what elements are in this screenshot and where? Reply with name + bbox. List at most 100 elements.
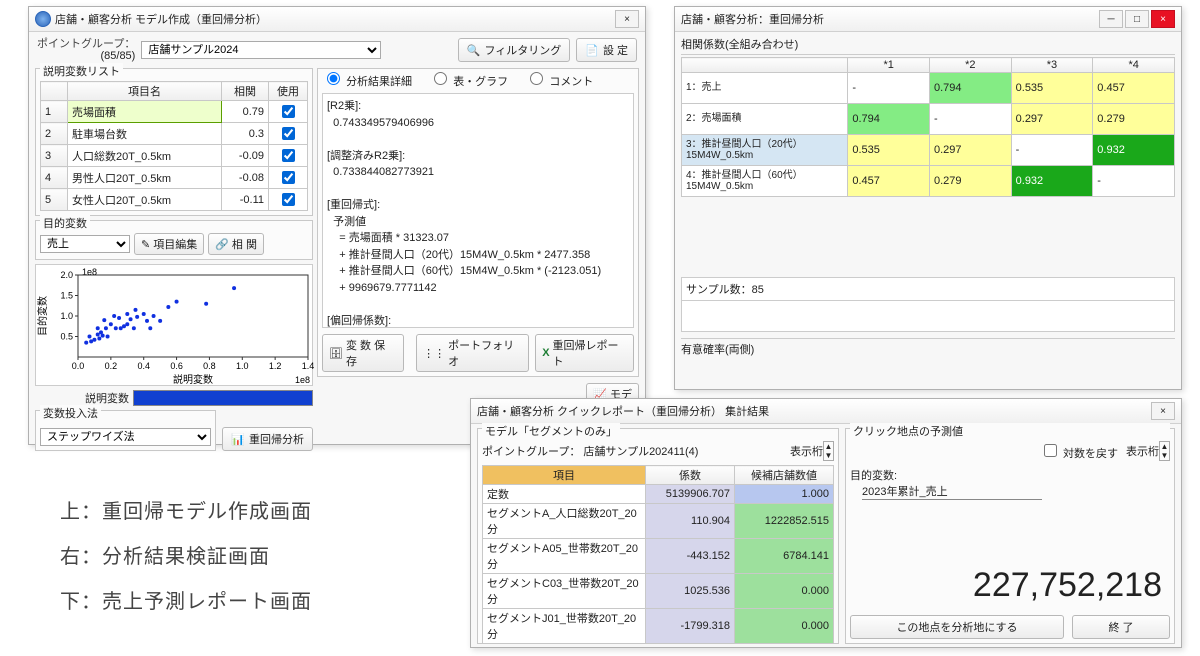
caption-top: 上：重回帰モデル作成画面 <box>60 495 312 524</box>
window-title: 店舗・顧客分析 モデル作成（重回帰分析） <box>55 11 267 27</box>
svg-text:2.0: 2.0 <box>60 270 73 280</box>
table-row[interactable]: 4：推計昼間人口（60代）15M4W_0.5km0.4570.2790.932- <box>682 166 1175 197</box>
objvar-select[interactable]: 売上 <box>40 235 130 253</box>
svg-text:0.5: 0.5 <box>60 332 73 342</box>
disp-digits-label: 表示桁 <box>1126 443 1159 459</box>
col-head[interactable]: *2 <box>929 58 1011 73</box>
close-button[interactable]: 終 了 <box>1072 615 1170 639</box>
model-group: モデル「セグメントのみ」 ポイントグループ： 店舗サンプル202411(4) 表… <box>477 428 839 644</box>
close-icon[interactable]: × <box>1151 10 1175 28</box>
objvar-value: 2023年累計_売上 <box>862 483 1042 500</box>
digits-stepper[interactable]: ▲▼ <box>823 441 834 461</box>
svg-text:0.8: 0.8 <box>203 361 216 371</box>
col-cand[interactable]: 候補店舗数値 <box>735 466 834 485</box>
log-checkbox[interactable]: 対数を戻す <box>1040 441 1118 461</box>
excel-icon: X <box>542 347 549 359</box>
sig-label: 有意確率(両側) <box>681 338 1175 357</box>
use-checkbox[interactable] <box>282 193 295 206</box>
radio-comment[interactable]: コメント <box>525 76 593 88</box>
table-row[interactable]: 1売場面積0.79 <box>41 101 308 123</box>
result-view-radios: 分析結果詳細 表・グラフ コメント <box>322 69 634 89</box>
radio-detail[interactable]: 分析結果詳細 <box>322 76 412 88</box>
overlap-icon: 🔗 <box>215 238 229 251</box>
filter-button[interactable]: 🔍 フィルタリング <box>458 38 570 62</box>
use-checkbox[interactable] <box>282 105 295 118</box>
titlebar: 店舗・顧客分析：重回帰分析 ─ □ × <box>675 7 1181 32</box>
set-analysis-point-button[interactable]: この地点を分析地にする <box>850 615 1064 639</box>
explanatory-variables-group: 説明変数リスト 項目名 相関 使用 1売場面積0.792駐車場台数0.33人口総… <box>35 68 313 216</box>
svg-text:説明変数: 説明変数 <box>173 373 213 385</box>
svg-text:0.2: 0.2 <box>105 361 118 371</box>
prediction-group: クリック地点の予測値 対数を戻す 表示桁 ▲▼ 目的変数: 2023年累計_売上… <box>845 428 1175 644</box>
use-checkbox[interactable] <box>282 149 295 162</box>
explvar-table: 項目名 相関 使用 1売場面積0.792駐車場台数0.33人口総数20T_0.5… <box>40 81 308 211</box>
method-select[interactable]: ステップワイズ法 <box>40 428 211 446</box>
use-checkbox[interactable] <box>282 127 295 140</box>
col-item[interactable]: 項目 <box>483 466 646 485</box>
svg-text:0.0: 0.0 <box>72 361 85 371</box>
svg-text:1e8: 1e8 <box>295 375 310 385</box>
table-row[interactable]: 2：売場面積0.794-0.2970.279 <box>682 104 1175 135</box>
col-name[interactable]: 項目名 <box>68 82 222 101</box>
table-row[interactable]: 2駐車場台数0.3 <box>41 123 308 145</box>
analysis-result-window: 店舗・顧客分析：重回帰分析 ─ □ × 相関係数(全組み合わせ) *1*2*3*… <box>674 6 1182 390</box>
pointgroup-count: (85/85) <box>100 50 135 62</box>
svg-text:1.4: 1.4 <box>302 361 314 371</box>
col-head[interactable]: *4 <box>1093 58 1175 73</box>
titlebar: 店舗・顧客分析 モデル作成（重回帰分析） × <box>29 7 645 32</box>
minimize-icon[interactable]: ─ <box>1099 10 1123 28</box>
col-head[interactable]: *3 <box>1011 58 1093 73</box>
caption-right: 右：分析結果検証画面 <box>60 540 270 569</box>
disp-digits-label: 表示桁 <box>790 443 823 459</box>
svg-text:1.0: 1.0 <box>60 311 73 321</box>
col-head[interactable]: *1 <box>848 58 930 73</box>
close-icon[interactable]: × <box>615 10 639 28</box>
report-button[interactable]: X重回帰レポート <box>535 334 634 372</box>
explvar-title: 説明変数リスト <box>40 63 123 79</box>
settings-button[interactable]: 📄 設 定 <box>576 38 637 62</box>
model-creation-window: 店舗・顧客分析 モデル作成（重回帰分析） × ポイントグループ： (85/85)… <box>28 6 646 445</box>
save-var-button[interactable]: 🗄変 数 保 存 <box>322 334 404 372</box>
svg-text:0.6: 0.6 <box>170 361 183 371</box>
table-row[interactable]: 5女性人口20T_0.5km-0.11 <box>41 189 308 211</box>
objective-variable-group: 目的変数 売上 ✎項目編集 🔗相 関 <box>35 220 313 260</box>
predicted-value: 227,752,218 <box>850 562 1170 609</box>
correlation-button[interactable]: 🔗相 関 <box>208 233 264 255</box>
portfolio-button[interactable]: ⋮⋮ポートフォリオ <box>416 334 529 372</box>
edit-items-button[interactable]: ✎項目編集 <box>134 233 204 255</box>
col-corr[interactable]: 相関 <box>222 82 269 101</box>
table-row[interactable]: セグメントJ01_世帯数20T_20分-1799.3180.000 <box>483 609 834 644</box>
close-icon[interactable]: × <box>1151 402 1175 420</box>
caption-bottom: 下：売上予測レポート画面 <box>60 585 312 614</box>
pencil-icon: ✎ <box>141 238 150 251</box>
model-title: モデル「セグメントのみ」 <box>482 423 620 439</box>
table-row[interactable]: 定数5139906.7071.000 <box>483 485 834 504</box>
radio-table[interactable]: 表・グラフ <box>429 76 508 88</box>
report-table: 項目 係数 候補店舗数値 定数5139906.7071.000セグメントA_人口… <box>482 465 834 644</box>
method-title: 変数投入法 <box>40 405 101 421</box>
gear-icon: 📄 <box>585 44 599 57</box>
result-text: [R2乗]: 0.743349579406996 [調整済みR2乗]: 0.73… <box>322 93 634 328</box>
table-row[interactable]: 3人口総数20T_0.5km-0.09 <box>41 145 308 167</box>
explvar-slider[interactable] <box>133 390 313 406</box>
col-use[interactable]: 使用 <box>269 82 308 101</box>
table-row[interactable]: セグメントC03_世帯数20T_20分1025.5360.000 <box>483 574 834 609</box>
table-row[interactable]: セグメントA_人口総数20T_20分110.9041222852.515 <box>483 504 834 539</box>
method-group: 変数投入法 ステップワイズ法 <box>35 410 216 451</box>
objvar-title: 目的変数 <box>40 215 90 231</box>
use-checkbox[interactable] <box>282 171 295 184</box>
table-row[interactable]: 1：売上-0.7940.5350.457 <box>682 73 1175 104</box>
titlebar: 店舗・顧客分析 クイックレポート（重回帰分析） 集計結果 × <box>471 399 1181 424</box>
pointgroup-select[interactable]: 店舗サンプル2024 <box>141 41 381 59</box>
corr-title: 相関係数(全組み合わせ) <box>681 36 1175 55</box>
maximize-icon[interactable]: □ <box>1125 10 1149 28</box>
objvar-label: 目的変数: <box>850 470 897 482</box>
table-row[interactable]: セグメントA05_世帯数20T_20分-443.1526784.141 <box>483 539 834 574</box>
col-coef[interactable]: 係数 <box>646 466 735 485</box>
sheet-icon: 📊 <box>231 433 245 446</box>
table-row[interactable]: 3：推計昼間人口（20代）15M4W_0.5km0.5350.297-0.932 <box>682 135 1175 166</box>
quick-report-window: 店舗・顧客分析 クイックレポート（重回帰分析） 集計結果 × モデル「セグメント… <box>470 398 1182 648</box>
regression-button[interactable]: 📊 重回帰分析 <box>222 427 313 451</box>
digits-stepper[interactable]: ▲▼ <box>1159 441 1170 461</box>
table-row[interactable]: 4男性人口20T_0.5km-0.08 <box>41 167 308 189</box>
